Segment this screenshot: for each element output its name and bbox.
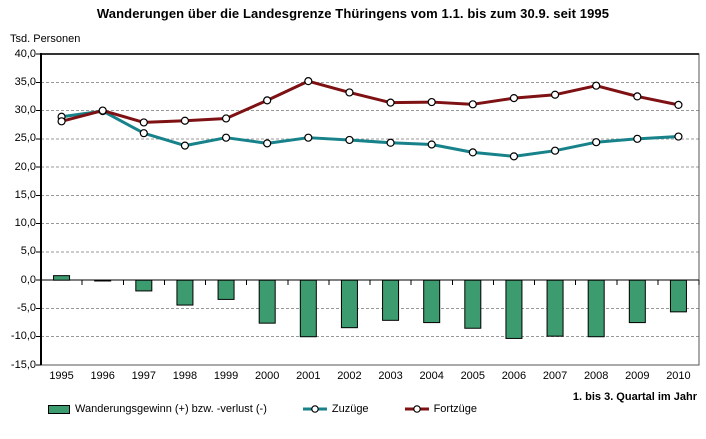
x-tick-label-1996: 1996 [90, 370, 115, 382]
zuzuege-marker-2009 [633, 134, 642, 143]
fortzuege-marker-2009 [633, 92, 642, 101]
bar-2007 [546, 279, 564, 337]
zuzuege-marker-2007 [550, 146, 560, 155]
bar-2003 [382, 279, 400, 321]
y-tick-label: 10,0 [14, 217, 36, 230]
zuzuege-marker-2005 [468, 148, 477, 157]
zuzuege-marker-2000 [263, 139, 272, 148]
bar-2002 [340, 279, 358, 329]
fortzuege-marker-2000 [263, 96, 272, 105]
fortzuege-marker-2006 [509, 94, 519, 103]
x-tick-label-2005: 2005 [460, 370, 486, 382]
y-tick-label: 5,0 [20, 245, 36, 258]
bar-1999 [217, 279, 235, 300]
chart-title: Wanderungen über die Landesgrenze Thürin… [96, 6, 610, 21]
x-tick-label-2006: 2006 [501, 370, 527, 382]
legend-label: Zuzüge [331, 403, 369, 415]
fortzuege-marker-2001 [304, 77, 313, 86]
legend-item-0: Wanderungsgewinn (+) bzw. -verlust (-) [48, 403, 267, 415]
zuzuege-marker-1997 [139, 129, 148, 138]
x-tick-label-1997: 1997 [131, 370, 157, 382]
bar-2004 [423, 279, 441, 324]
zuzuege-marker-1999 [221, 133, 231, 142]
bar-2008 [587, 279, 605, 338]
fortzuege-marker-2003 [386, 98, 395, 107]
zuzuege-marker-2003 [386, 138, 395, 147]
fortzuege-marker-2002 [345, 88, 354, 97]
y-tick-label: 30,0 [14, 104, 36, 117]
y-tick-label: -5,0 [17, 301, 36, 314]
y-tick-label: 15,0 [14, 188, 36, 201]
fortzuege-marker-1995 [57, 117, 66, 126]
y-tick-label: -15,0 [10, 358, 36, 371]
x-tick-label-2009: 2009 [625, 370, 650, 382]
bar-1996 [94, 279, 112, 282]
zuzuege-marker-2001 [304, 133, 313, 142]
legend-line-circle-icon [302, 405, 327, 413]
chart-legend: Wanderungsgewinn (+) bzw. -verlust (-) Zu… [48, 403, 477, 415]
y-tick-label: -10,0 [10, 330, 36, 343]
zuzuege-marker-2006 [509, 152, 519, 161]
fortzuege-marker-2008 [592, 81, 601, 90]
bar-2010 [669, 279, 687, 313]
fortzuege-line [60, 79, 680, 124]
x-tick-label-2008: 2008 [583, 370, 609, 382]
fortzuege-marker-1998 [180, 116, 190, 125]
legend-label: Wanderungsgewinn (+) bzw. -verlust (-) [75, 403, 267, 415]
bar-2009 [628, 279, 646, 324]
x-tick-label-2000: 2000 [254, 370, 280, 382]
x-tick-label-2001: 2001 [296, 370, 321, 382]
zuzuege-marker-2008 [592, 138, 601, 147]
bar-1997 [135, 279, 153, 292]
x-tick-label-1998: 1998 [172, 370, 198, 382]
x-axis-note: 1. bis 3. Quartal im Jahr [572, 391, 697, 403]
zuzuege-marker-2010 [674, 132, 683, 141]
fortzuege-marker-1997 [139, 118, 148, 127]
fortzuege-marker-1999 [221, 114, 231, 123]
x-tick-label-2004: 2004 [419, 370, 444, 382]
y-axis-unit-label: Tsd. Personen [10, 33, 81, 45]
bar-1998 [176, 279, 194, 306]
fortzuege-marker-1996 [98, 106, 107, 115]
zuzuege-marker-1998 [180, 141, 190, 150]
zuzuege-marker-2002 [345, 135, 354, 145]
legend-label: Fortzüge [433, 403, 477, 415]
bar-2000 [258, 279, 276, 324]
bar-2005 [464, 279, 482, 329]
x-tick-label-2010: 2010 [666, 370, 691, 382]
legend-line-circle-icon [404, 405, 429, 413]
bar-2006 [505, 279, 523, 339]
x-tick-label-2003: 2003 [378, 370, 403, 382]
legend-item-2: Fortzüge [404, 403, 477, 415]
y-tick-label: 0,0 [20, 273, 36, 286]
legend-item-1: Zuzüge [302, 403, 369, 415]
fortzuege-marker-2005 [468, 100, 477, 109]
zuzuege-line [60, 109, 680, 158]
y-tick-label: 25,0 [14, 132, 36, 145]
y-tick-label: 40,0 [14, 47, 36, 60]
bar-1995 [53, 275, 71, 281]
x-tick-label-1999: 1999 [213, 370, 239, 382]
fortzuege-marker-2007 [550, 90, 560, 99]
x-tick-label-2007: 2007 [542, 370, 568, 382]
x-tick-label-1995: 1995 [49, 370, 74, 382]
x-tick-label-2002: 2002 [337, 370, 362, 382]
fortzuege-marker-2010 [674, 100, 683, 109]
y-tick-label: 35,0 [14, 75, 36, 88]
y-tick-label: 20,0 [14, 160, 36, 173]
legend-bar-swatch-icon [48, 404, 70, 414]
zuzuege-marker-2004 [427, 140, 436, 149]
fortzuege-marker-2004 [427, 97, 436, 107]
bar-2001 [299, 279, 317, 338]
